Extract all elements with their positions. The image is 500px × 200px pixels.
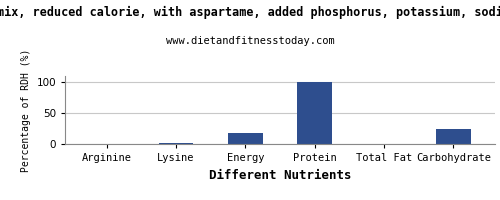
Text: www.dietandfitnesstoday.com: www.dietandfitnesstoday.com [166, 36, 334, 46]
X-axis label: Different Nutrients: Different Nutrients [209, 169, 351, 182]
Bar [158, 143, 194, 144]
Bar [228, 133, 262, 144]
Bar [298, 82, 332, 144]
Bar [436, 129, 470, 144]
Y-axis label: Percentage of RDH (%): Percentage of RDH (%) [21, 48, 31, 172]
Text: mix, reduced calorie, with aspartame, added phosphorus, potassium, sodi: mix, reduced calorie, with aspartame, ad… [0, 6, 500, 19]
